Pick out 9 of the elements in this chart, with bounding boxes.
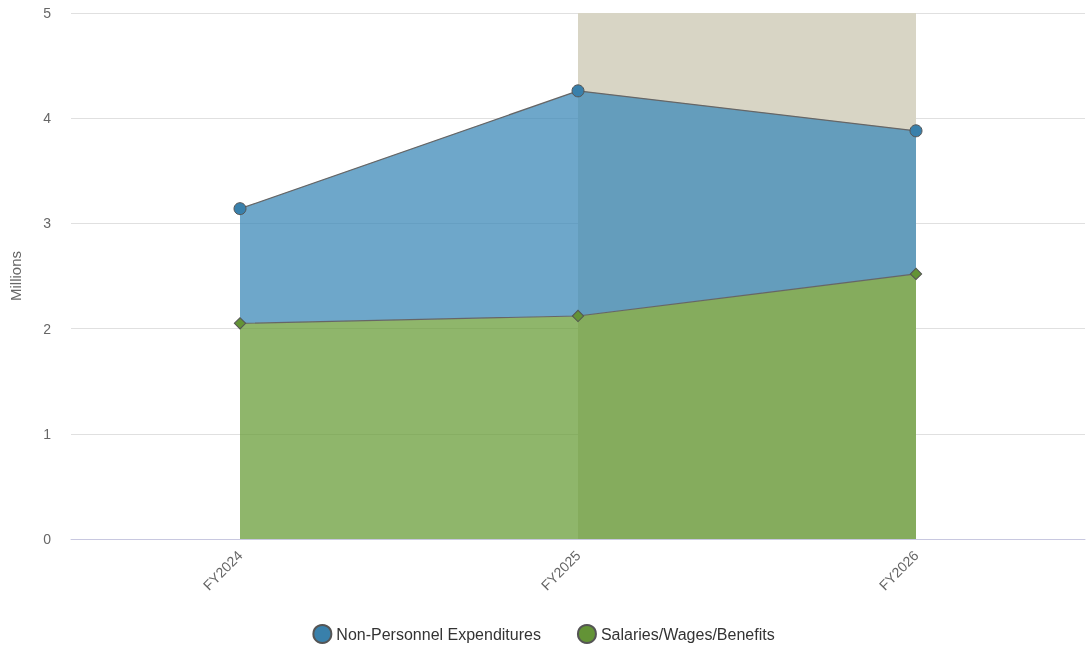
- y-tick-label: 2: [43, 320, 52, 337]
- y-tick-label: 4: [43, 110, 52, 127]
- y-axis-title: Millions: [7, 250, 24, 302]
- legend-label: Salaries/Wages/Benefits: [600, 625, 775, 643]
- y-tick-label: 1: [43, 425, 52, 442]
- legend-label: Non-Personnel Expenditures: [336, 625, 541, 643]
- y-tick-label: 3: [43, 215, 52, 232]
- y-tick-label: 5: [43, 5, 52, 21]
- y-tick-label: 0: [43, 531, 52, 547]
